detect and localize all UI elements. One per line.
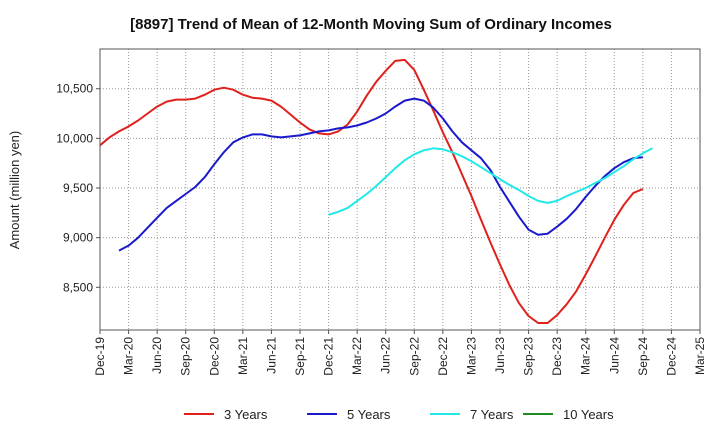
legend-label-7-years: 7 Years — [470, 407, 514, 422]
y-tick-label: 10,000 — [56, 131, 93, 145]
grid — [100, 49, 700, 330]
y-tick-label: 10,500 — [56, 82, 93, 96]
x-tick-label: Dec-19 — [93, 337, 107, 376]
x-tick-label: Mar-22 — [350, 337, 364, 375]
x-tick-label: Jun-21 — [264, 337, 278, 374]
x-tick-label: Sep-20 — [179, 337, 193, 376]
x-tick-label: Mar-21 — [236, 337, 250, 375]
series-group — [99, 58, 653, 324]
x-tick-label: Jun-20 — [150, 337, 164, 374]
x-tick-label: Dec-23 — [550, 337, 564, 376]
x-tick-label: Dec-21 — [322, 337, 336, 376]
y-tick-label: 9,000 — [63, 231, 93, 245]
y-tick-label: 8,500 — [63, 280, 93, 294]
x-tick-label: Sep-24 — [636, 337, 650, 376]
x-tick-label: Jun-22 — [379, 337, 393, 374]
y-axis-ticks: 8,500 9,000 9,500 10,000 10,500 — [56, 82, 100, 294]
x-tick-label: Dec-20 — [207, 337, 221, 376]
plot-frame — [99, 48, 701, 331]
x-tick-label: Mar-25 — [693, 337, 707, 375]
x-tick-label: Mar-24 — [579, 337, 593, 375]
series-line-3-years — [99, 58, 644, 324]
x-tick-label: Mar-23 — [464, 337, 478, 375]
legend-label-5-years: 5 Years — [347, 407, 391, 422]
x-tick-label: Jun-23 — [493, 337, 507, 374]
chart-title: [8897] Trend of Mean of 12-Month Moving … — [130, 16, 612, 33]
x-tick-label: Jun-24 — [607, 337, 621, 374]
y-tick-label: 9,500 — [63, 181, 93, 195]
series-line-7-years — [328, 147, 653, 216]
legend: 3 Years 5 Years 7 Years 10 Years — [184, 407, 614, 422]
x-tick-label: Sep-23 — [522, 337, 536, 376]
x-axis-ticks: Dec-19 Mar-20 Jun-20 Sep-20 Dec-20 Mar-21 Jun-… — [93, 330, 707, 376]
x-tick-label: Dec-24 — [664, 337, 678, 376]
x-tick-label: Dec-22 — [436, 337, 450, 376]
legend-label-3-years: 3 Years — [224, 407, 268, 422]
legend-label-10-years: 10 Years — [563, 407, 614, 422]
y-axis-title: Amount (million yen) — [7, 131, 22, 250]
x-tick-label: Sep-21 — [293, 337, 307, 376]
x-tick-label: Mar-20 — [122, 337, 136, 375]
series-line-5-years — [118, 97, 644, 252]
x-tick-label: Sep-22 — [407, 337, 421, 376]
